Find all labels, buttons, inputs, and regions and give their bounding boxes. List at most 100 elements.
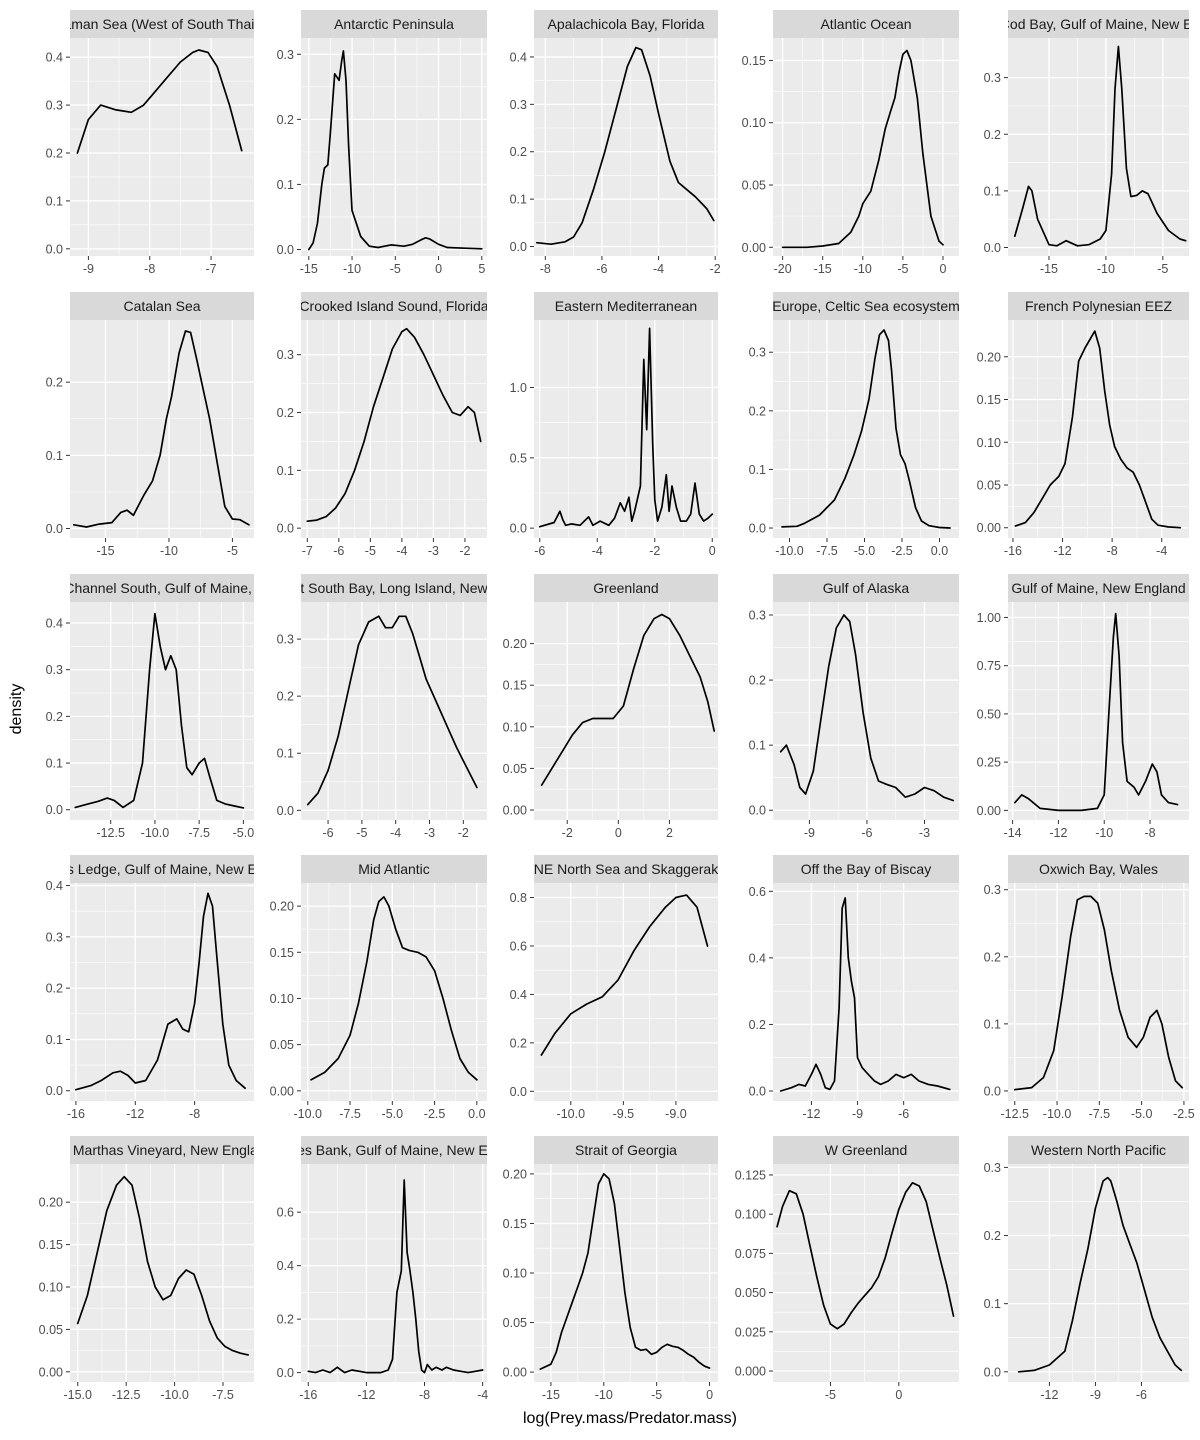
density-line xyxy=(535,46,715,246)
facet-panel: Great South Channel South, Gulf of Maine… xyxy=(0,574,339,840)
x-tick-label: -6 xyxy=(1136,1388,1147,1402)
x-tick-label: -6 xyxy=(534,544,545,558)
facet-strip xyxy=(534,10,718,38)
x-tick-label: -6 xyxy=(596,262,607,276)
x-tick-label: -5.0 xyxy=(854,544,876,558)
y-tick-label: 0.6 xyxy=(277,1206,294,1220)
y-tick-label: 0.15 xyxy=(977,393,1001,407)
y-tick-label: 0.0 xyxy=(46,1084,63,1098)
x-tick-label: -10 xyxy=(854,262,872,276)
facet-title: Apalachicola Bay, Florida xyxy=(548,16,705,32)
y-tick-label: 0.0 xyxy=(277,1366,294,1380)
x-tick-label: -15.0 xyxy=(63,1388,92,1402)
y-tick-label: 0.4 xyxy=(46,51,63,65)
density-line xyxy=(1013,895,1184,1091)
density-line xyxy=(1017,1176,1183,1373)
facet-panel: Catalan Sea -15 -10 -5 0.0 0.1 0.2 xyxy=(46,292,254,558)
density-line xyxy=(310,896,478,1081)
facet-panel: Great South Bay, Long Island, New York -6… xyxy=(277,574,487,840)
panel-background xyxy=(301,320,487,538)
y-tick-label: 0.5 xyxy=(510,451,527,465)
x-tick-label: -14 xyxy=(1004,826,1022,840)
density-line xyxy=(779,897,951,1092)
y-tick-label: 0.0 xyxy=(984,1365,1001,1379)
y-tick-label: 0.2 xyxy=(277,690,294,704)
facet-title: Great South Channel South, Gulf of Maine… xyxy=(0,580,339,596)
y-tick-label: 0.0 xyxy=(46,242,63,256)
facet-title: Crooked Island Sound, Florida xyxy=(299,298,488,314)
facet-panel: Georges Bank, Gulf of Maine, New England… xyxy=(277,1136,488,1402)
x-tick-label: -6 xyxy=(861,826,872,840)
y-tick-label: 0.3 xyxy=(277,48,294,62)
y-tick-label: 0.3 xyxy=(510,98,527,112)
facet-panel: Gulf of Maine, New England -14 -12 -10 -8 0.0… xyxy=(977,574,1189,840)
y-tick-label: 0.00 xyxy=(503,804,527,818)
x-tick-label: -4 xyxy=(390,826,401,840)
y-tick-label: 0.0 xyxy=(277,804,294,818)
facet-strip xyxy=(534,292,718,320)
y-tick-label: 0.4 xyxy=(46,879,63,893)
x-tick-label: -7.5 xyxy=(816,544,838,558)
x-tick-label: 5 xyxy=(478,262,485,276)
y-tick-label: 0.2 xyxy=(749,674,766,688)
density-line xyxy=(781,329,951,529)
y-axis-title: density xyxy=(8,683,25,735)
y-tick-label: 0.2 xyxy=(749,1018,766,1032)
x-tick-label: -8 xyxy=(1107,544,1118,558)
y-tick-label: 0.2 xyxy=(46,982,63,996)
x-tick-label: -2 xyxy=(649,544,660,558)
y-tick-label: 0.20 xyxy=(503,1167,527,1181)
facet-strip xyxy=(773,574,959,602)
panel-background xyxy=(773,38,959,256)
x-tick-label: -15 xyxy=(814,262,832,276)
x-tick-label: -5 xyxy=(825,1388,836,1402)
facet-strip xyxy=(773,292,959,320)
x-tick-label: -8 xyxy=(189,1107,200,1121)
x-tick-label: -6 xyxy=(898,1107,909,1121)
x-tick-label: -8 xyxy=(419,1388,430,1402)
facet-strip xyxy=(773,855,959,883)
y-tick-label: 0.2 xyxy=(46,146,63,160)
facet-strip xyxy=(301,10,487,38)
facet-panel: Europe, Celtic Sea ecosystem -10.0 -7.5 -5.… xyxy=(749,292,959,558)
y-tick-label: 0.3 xyxy=(984,71,1001,85)
x-tick-label: 0 xyxy=(615,826,622,840)
x-tick-label: 0.0 xyxy=(931,544,948,558)
y-tick-label: 0.3 xyxy=(277,633,294,647)
facet-title: French Polynesian EEZ xyxy=(1025,298,1173,314)
facet-title: Andaman Sea (West of South Thailand) xyxy=(39,16,286,32)
x-tick-label: -2 xyxy=(710,262,721,276)
y-tick-label: 0.20 xyxy=(503,637,527,651)
y-tick-label: 0.2 xyxy=(277,1313,294,1327)
y-tick-label: 0.10 xyxy=(39,1280,63,1294)
y-tick-label: 0.1 xyxy=(277,747,294,761)
facet-strip xyxy=(70,292,254,320)
facet-title: Catalan Sea xyxy=(123,298,200,314)
facet-strip xyxy=(773,1136,959,1164)
y-tick-label: 0.2 xyxy=(984,950,1001,964)
facet-panel: Off Marthas Vineyard, New England -15.0 -1… xyxy=(39,1136,254,1402)
x-tick-label: -2 xyxy=(458,826,469,840)
y-tick-label: 0.1 xyxy=(277,178,294,192)
y-tick-label: 0.000 xyxy=(735,1365,766,1379)
facet-strip xyxy=(70,1136,254,1164)
x-tick-label: -12.5 xyxy=(112,1388,141,1402)
y-tick-label: 0.4 xyxy=(749,951,766,965)
facet-strip xyxy=(70,10,254,38)
x-tick-label: -9 xyxy=(83,262,94,276)
y-tick-label: 0.1 xyxy=(277,464,294,478)
panel-background xyxy=(70,602,254,820)
x-tick-label: 2 xyxy=(666,826,673,840)
x-tick-label: -8 xyxy=(144,262,155,276)
y-tick-label: 0.2 xyxy=(510,145,527,159)
facet-strip xyxy=(1008,292,1189,320)
x-tick-label: -5.0 xyxy=(1131,1107,1153,1121)
x-tick-label: -12 xyxy=(1054,544,1072,558)
y-tick-label: 0.1 xyxy=(46,449,63,463)
facet-panel: Gulf of Alaska -9 -6 -3 0.0 0.1 0.2 0.3 xyxy=(749,574,959,840)
facet-panel: Western North Pacific -12 -9 -6 0.0 0.1 0.2 0.3 xyxy=(984,1136,1189,1402)
density-line xyxy=(776,1181,955,1330)
density-line xyxy=(540,894,709,1056)
x-tick-label: -12.5 xyxy=(96,826,125,840)
x-tick-label: -7 xyxy=(302,544,313,558)
